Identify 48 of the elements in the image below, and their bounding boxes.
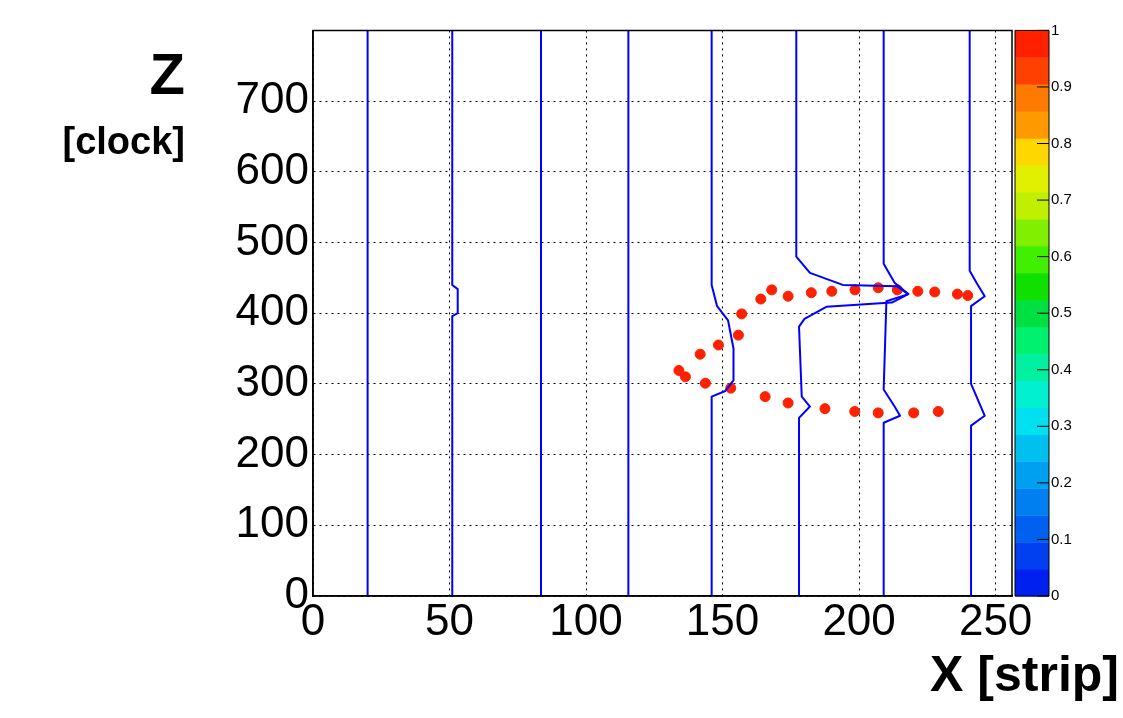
point [699,377,711,389]
point [932,405,944,417]
point [732,329,744,341]
point [872,407,884,419]
point [819,403,831,415]
y-tick-label: 400 [235,285,309,335]
color-bar-label: 1 [1051,20,1060,38]
point [782,397,794,409]
color-bar-label: 0.4 [1051,359,1072,377]
color-bar-label: 0.6 [1051,246,1072,264]
point [679,371,691,383]
y-tick-label: 300 [235,356,309,406]
y-axis-title: Z [clock] [62,40,185,163]
y-tick-label: 700 [235,73,309,123]
point [782,290,794,302]
point [736,308,748,320]
x-axis-title: X [strip] [930,645,1119,703]
color-bar-label: 0.7 [1051,190,1072,208]
y-tick-label: 200 [235,426,309,476]
x-tick-label: 50 [425,594,474,644]
point [673,364,685,376]
color-bar-label: 0.3 [1051,416,1072,434]
color-bar-label: 0.9 [1051,77,1072,95]
point [766,284,778,296]
x-tick-label: 150 [685,594,760,644]
point [849,405,861,417]
point [951,288,963,300]
color-bar-label: 0.5 [1051,303,1072,321]
point [712,339,724,351]
point [694,348,706,360]
color-bar-label: 0.1 [1051,529,1072,547]
x-tick-label: 250 [958,594,1033,644]
point [912,285,924,297]
point [826,285,838,297]
x-tick-label: 200 [822,594,896,644]
point [805,287,817,299]
color-bar-label: 0.8 [1051,133,1072,151]
point [759,391,771,403]
y-tick-label: 600 [235,143,309,193]
y-tick-label: 100 [235,497,309,547]
color-bar-label: 0.2 [1051,473,1072,491]
point [962,290,974,302]
point [908,407,920,419]
point [755,293,767,305]
y-tick-label: 500 [235,214,309,264]
x-tick-label: 100 [549,594,623,644]
point [929,286,941,298]
point [849,284,861,296]
